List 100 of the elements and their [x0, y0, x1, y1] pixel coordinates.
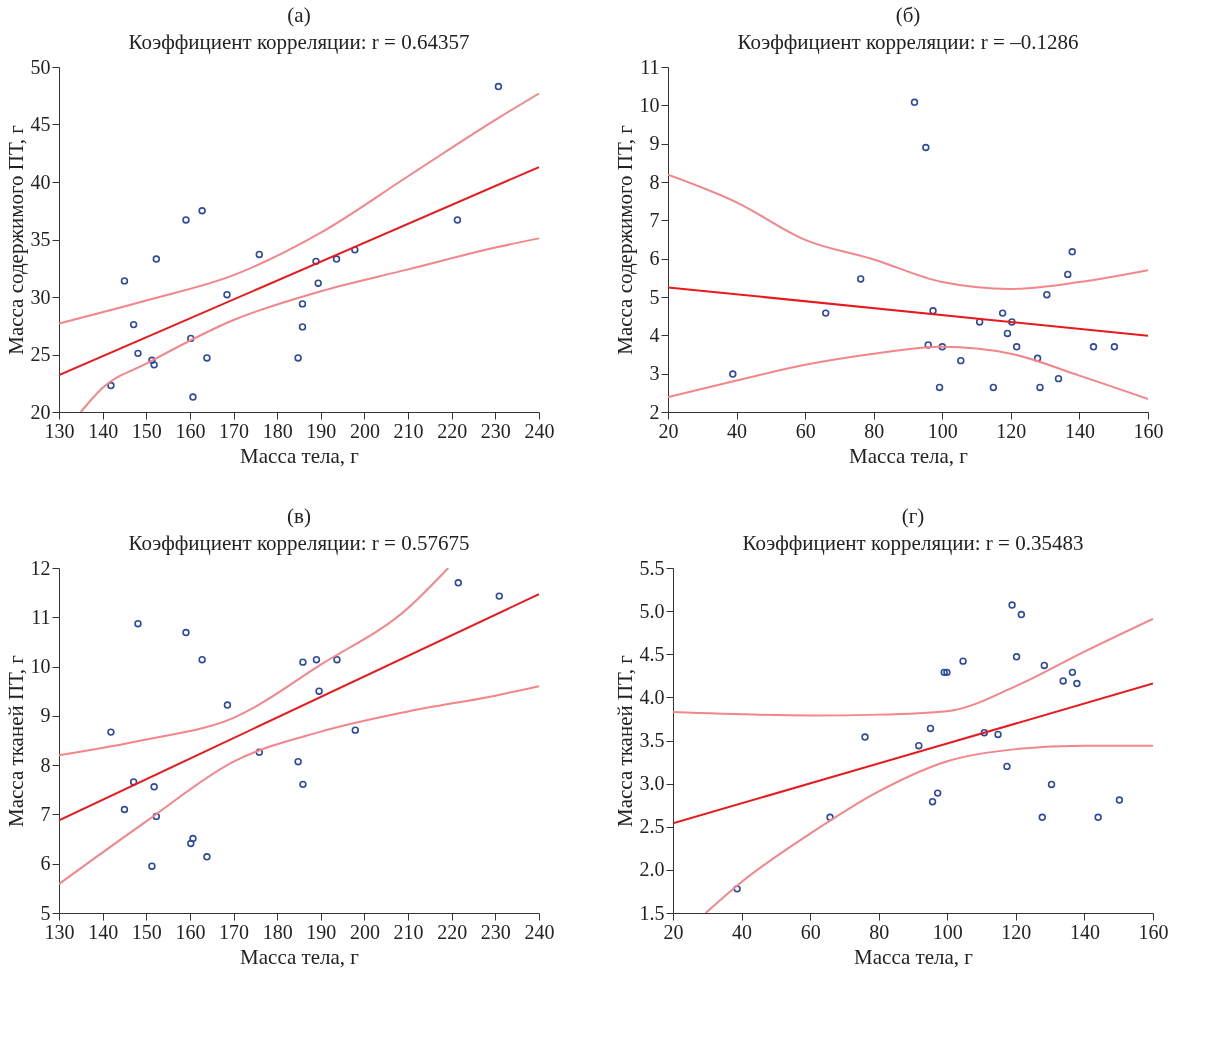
y-tick-label: 8 — [649, 170, 660, 193]
point — [1064, 270, 1072, 279]
point — [294, 757, 302, 766]
y-tick-label: 11 — [31, 605, 51, 628]
point — [940, 668, 948, 677]
x-tick-label: 180 — [262, 920, 293, 943]
point — [189, 834, 197, 843]
line-series — [79, 237, 539, 412]
point — [312, 655, 321, 664]
y-tick-label: 4.5 — [639, 642, 665, 665]
y-tick-label: 7 — [40, 802, 51, 825]
point — [1038, 813, 1046, 821]
point — [198, 655, 206, 664]
point — [998, 309, 1007, 317]
x-axis-title: Масса тела, г — [240, 944, 360, 969]
chart-title: (б) — [895, 3, 921, 27]
x-tick-label: 160 — [1133, 419, 1164, 442]
point — [453, 216, 462, 224]
x-tick-label: 200 — [349, 419, 380, 442]
point — [187, 334, 195, 343]
point — [454, 579, 462, 587]
line-series — [59, 685, 539, 885]
x-tick-label: 160 — [175, 920, 206, 943]
point — [494, 82, 503, 91]
y-tick-label: 3 — [649, 362, 660, 385]
y-tick-label: 9 — [40, 704, 51, 727]
point — [332, 255, 341, 263]
point — [150, 361, 158, 369]
y-tick-label: 10 — [30, 655, 51, 678]
y-tick-label: 7 — [649, 208, 660, 231]
point — [152, 812, 161, 821]
y-tick-label: 6 — [40, 852, 51, 875]
y-axis-title: Масса содержимого ПТ, г — [612, 124, 637, 355]
line-series — [59, 92, 539, 325]
point — [299, 780, 307, 789]
point — [975, 318, 984, 326]
x-tick-label: 80 — [864, 419, 885, 442]
x-tick-label: 230 — [480, 920, 511, 943]
point — [989, 383, 998, 392]
point — [294, 354, 302, 362]
point — [915, 741, 923, 750]
y-tick-label: 10 — [639, 93, 660, 116]
point — [351, 726, 360, 734]
point — [1068, 248, 1076, 256]
x-tick-label: 40 — [732, 920, 753, 943]
point — [980, 729, 989, 737]
x-tick-label: 240 — [524, 419, 555, 442]
y-tick-label: 4.0 — [639, 685, 665, 708]
x-tick-label: 200 — [349, 920, 380, 943]
y-tick-label: 3.5 — [639, 729, 665, 751]
y-axis-title: Масса тканей ПТ, г — [3, 654, 28, 827]
point — [861, 733, 869, 741]
y-tick-label: 30 — [30, 285, 51, 308]
y-tick-label: 3.0 — [639, 772, 665, 795]
point — [203, 354, 211, 362]
point — [933, 789, 942, 797]
x-tick-label: 220 — [437, 419, 468, 442]
point — [129, 320, 138, 329]
point — [922, 143, 930, 152]
point — [187, 839, 195, 848]
point — [351, 246, 359, 254]
point — [994, 730, 1002, 739]
line-series — [59, 568, 450, 757]
point — [255, 748, 264, 757]
y-axis-title: Масса содержимого ПТ, г — [3, 124, 28, 355]
point — [1008, 601, 1016, 609]
point — [1017, 610, 1026, 619]
x-tick-label: 140 — [88, 419, 119, 442]
point — [929, 307, 937, 315]
point — [1008, 318, 1016, 326]
x-tick-label: 210 — [393, 920, 424, 943]
y-tick-label: 2.5 — [639, 815, 665, 838]
point — [1073, 679, 1081, 688]
x-tick-label: 140 — [1064, 419, 1095, 442]
x-tick-label: 230 — [480, 419, 511, 442]
x-tick-label: 60 — [800, 920, 821, 943]
point — [822, 309, 830, 317]
point — [298, 323, 307, 331]
point — [1040, 661, 1049, 670]
point — [910, 98, 919, 106]
point — [1012, 653, 1021, 661]
y-tick-label: 5 — [649, 285, 660, 308]
x-tick-label: 140 — [1069, 920, 1100, 943]
x-axis-title: Масса тела, г — [854, 944, 974, 969]
x-tick-label: 120 — [996, 419, 1027, 442]
x-tick-label: 150 — [131, 920, 162, 943]
y-tick-label: 25 — [30, 343, 51, 365]
point — [333, 655, 341, 664]
point — [134, 349, 142, 358]
chart-title: (г) — [901, 504, 925, 528]
point — [1003, 329, 1012, 338]
point — [315, 687, 323, 695]
y-tick-label: 40 — [30, 170, 51, 193]
chart-subtitle: Коэффициент корреляции: r = –0.1286 — [737, 30, 1079, 54]
y-axis-title: Масса тканей ПТ, г — [612, 654, 637, 827]
y-tick-label: 5.5 — [639, 556, 665, 579]
y-tick-label: 6 — [649, 247, 660, 270]
point — [1036, 383, 1044, 392]
x-tick-label: 80 — [869, 920, 890, 943]
point — [1047, 780, 1056, 789]
